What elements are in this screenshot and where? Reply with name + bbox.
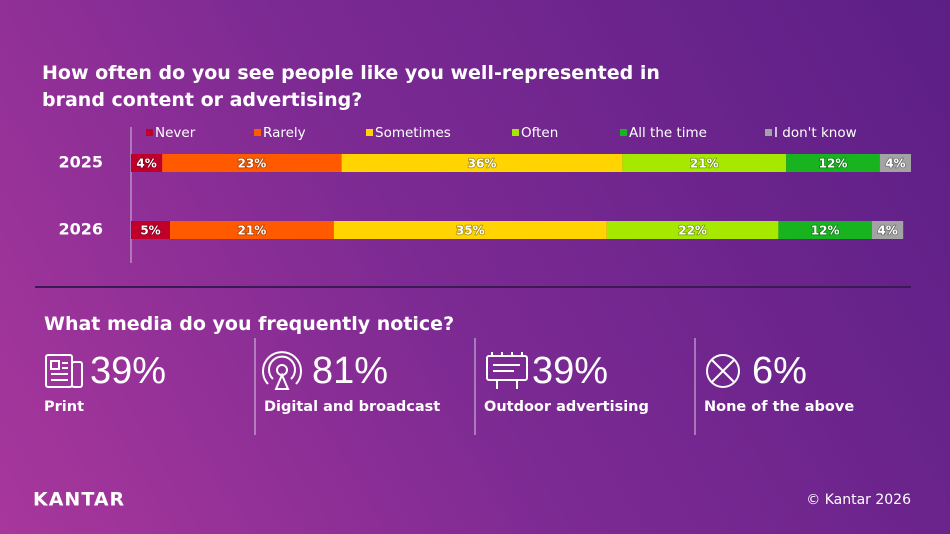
media-label: Outdoor advertising bbox=[484, 399, 649, 415]
media-stat: 81% bbox=[312, 350, 388, 392]
value-label: 4% bbox=[877, 224, 897, 238]
value-label: 12% bbox=[811, 224, 840, 238]
value-label: 36% bbox=[468, 157, 497, 171]
legend-label: I don't know bbox=[774, 125, 857, 141]
legend-swatch bbox=[620, 129, 627, 136]
media-title: What media do you frequently notice? bbox=[44, 313, 455, 335]
value-label: 12% bbox=[819, 157, 848, 171]
bar-segment bbox=[606, 221, 779, 239]
bar-segment bbox=[341, 154, 623, 172]
broadcast-icon bbox=[262, 351, 302, 390]
value-label: 4% bbox=[136, 157, 156, 171]
value-label: 35% bbox=[456, 224, 485, 238]
category-label: 2026 bbox=[58, 220, 103, 239]
value-label: 21% bbox=[690, 157, 719, 171]
bar-segment bbox=[879, 154, 911, 172]
media-stat: 6% bbox=[752, 350, 807, 392]
legend-swatch bbox=[254, 129, 261, 136]
bar-segment bbox=[333, 221, 607, 239]
none-icon bbox=[706, 354, 740, 388]
bar-segment bbox=[170, 221, 334, 239]
media-label: Print bbox=[44, 399, 84, 415]
legend-label: Rarely bbox=[263, 125, 306, 141]
legend-swatch bbox=[765, 129, 772, 136]
bar-segment bbox=[131, 221, 170, 239]
legend-label: All the time bbox=[629, 125, 707, 141]
media-stat: 39% bbox=[90, 350, 166, 392]
chart-title: How often do you see people like you wel… bbox=[42, 62, 660, 111]
print-icon bbox=[45, 354, 83, 388]
value-label: 23% bbox=[238, 157, 267, 171]
billboard-icon bbox=[486, 352, 528, 389]
legend-label: Never bbox=[155, 125, 196, 141]
bar-segment bbox=[778, 221, 872, 239]
copyright: © Kantar 2026 bbox=[806, 492, 911, 508]
bar-segment bbox=[786, 154, 880, 172]
bar-segment bbox=[162, 154, 342, 172]
media-label: Digital and broadcast bbox=[264, 399, 440, 415]
value-label: 22% bbox=[678, 224, 707, 238]
value-label: 4% bbox=[885, 157, 905, 171]
bar-segment bbox=[622, 154, 787, 172]
category-label: 2025 bbox=[58, 153, 103, 172]
media-stat: 39% bbox=[532, 350, 608, 392]
legend-swatch bbox=[512, 129, 519, 136]
legend-swatch bbox=[146, 129, 153, 136]
value-label: 5% bbox=[140, 224, 160, 238]
legend-label: Often bbox=[521, 125, 558, 141]
legend-label: Sometimes bbox=[375, 125, 451, 141]
media-label: None of the above bbox=[704, 399, 854, 415]
value-label: 21% bbox=[238, 224, 267, 238]
bar-segment bbox=[131, 154, 163, 172]
legend-swatch bbox=[366, 129, 373, 136]
column-dividers bbox=[254, 338, 696, 435]
brand: KANTAR bbox=[33, 489, 125, 511]
bar-segment bbox=[872, 221, 904, 239]
